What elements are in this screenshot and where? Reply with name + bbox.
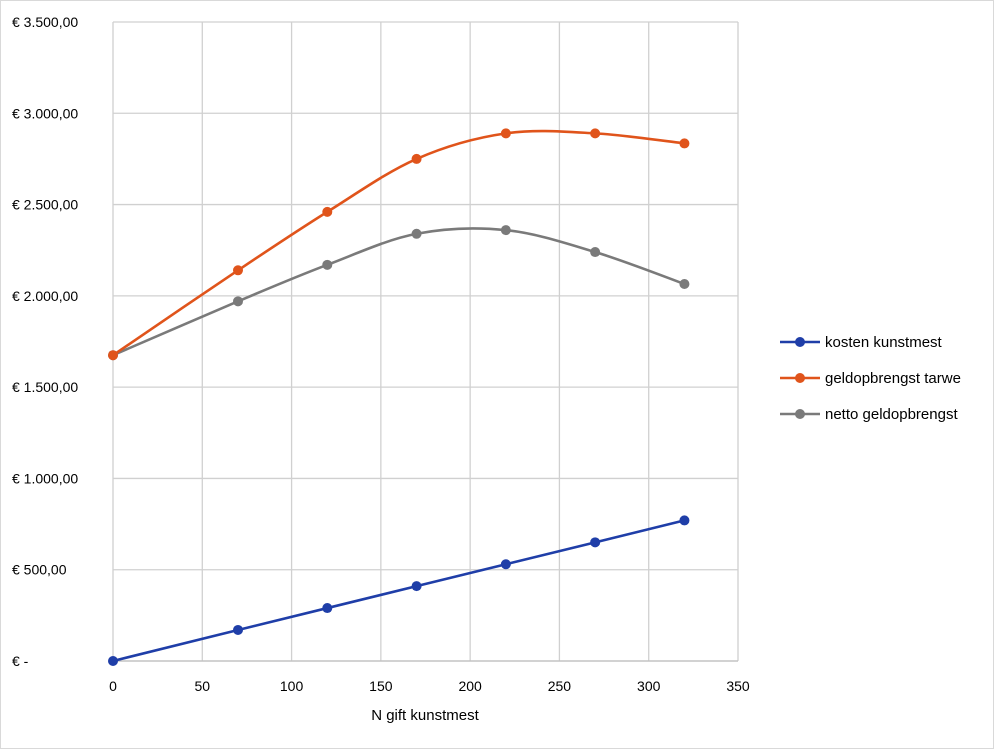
data-point bbox=[322, 206, 333, 217]
data-point bbox=[233, 624, 243, 635]
x-tick-label: 350 bbox=[726, 678, 750, 694]
series-1 bbox=[108, 128, 690, 361]
x-tick-label: 300 bbox=[637, 678, 661, 694]
data-point bbox=[233, 296, 243, 307]
data-point bbox=[322, 259, 333, 270]
data-point bbox=[500, 128, 511, 139]
data-point bbox=[411, 581, 422, 592]
x-tick-label: 50 bbox=[194, 678, 210, 694]
y-tick-label: € 2.000,00 bbox=[12, 288, 78, 304]
y-tick-label: € 3.000,00 bbox=[12, 105, 78, 121]
data-point bbox=[322, 603, 333, 614]
y-tick-label: € 2.500,00 bbox=[12, 197, 78, 213]
x-tick-label: 0 bbox=[109, 678, 117, 694]
legend-label: kosten kunstmest bbox=[825, 334, 943, 351]
x-axis-tick-labels: 0 50 100 150 200 250 300 350 bbox=[109, 678, 750, 694]
data-point bbox=[500, 225, 511, 236]
data-point bbox=[500, 559, 511, 570]
data-point bbox=[233, 265, 243, 276]
y-axis-tick-labels: € - € 500,00 € 1.000,00 € 1.500,00 € 2.000,0… bbox=[12, 14, 78, 669]
legend-marker bbox=[795, 337, 805, 347]
data-point bbox=[108, 350, 118, 361]
legend-item: netto geldopbrengst bbox=[780, 406, 958, 423]
data-point bbox=[679, 515, 690, 526]
series-line bbox=[111, 129, 686, 357]
legend-label: netto geldopbrengst bbox=[825, 406, 958, 423]
data-point bbox=[411, 228, 422, 239]
legend-item: kosten kunstmest bbox=[780, 334, 943, 351]
y-tick-label: € 3.500,00 bbox=[12, 14, 78, 30]
series-2 bbox=[108, 225, 690, 361]
legend: kosten kunstmest geldopbrengst tarwe netto… bbox=[780, 334, 961, 423]
x-tick-label: 100 bbox=[280, 678, 304, 694]
y-tick-label: € 500,00 bbox=[12, 562, 67, 578]
data-point bbox=[590, 537, 601, 548]
legend-marker bbox=[795, 409, 805, 419]
series-layer bbox=[108, 128, 690, 666]
x-axis-title: N gift kunstmest bbox=[371, 707, 479, 724]
y-tick-label: € - bbox=[12, 653, 29, 669]
x-tick-label: 150 bbox=[369, 678, 393, 694]
series-0 bbox=[108, 515, 690, 666]
data-point bbox=[108, 656, 118, 666]
legend-label: geldopbrengst tarwe bbox=[825, 370, 961, 387]
data-point bbox=[590, 247, 601, 258]
series-line bbox=[111, 227, 686, 357]
x-tick-label: 250 bbox=[548, 678, 572, 694]
x-tick-label: 200 bbox=[458, 678, 482, 694]
y-tick-label: € 1.500,00 bbox=[12, 379, 78, 395]
data-point bbox=[411, 153, 422, 164]
legend-marker bbox=[795, 373, 805, 383]
data-point bbox=[679, 138, 690, 149]
y-tick-label: € 1.000,00 bbox=[12, 470, 78, 486]
data-point bbox=[679, 278, 690, 289]
gridlines bbox=[112, 21, 739, 662]
legend-item: geldopbrengst tarwe bbox=[780, 370, 961, 387]
data-point bbox=[590, 128, 601, 139]
